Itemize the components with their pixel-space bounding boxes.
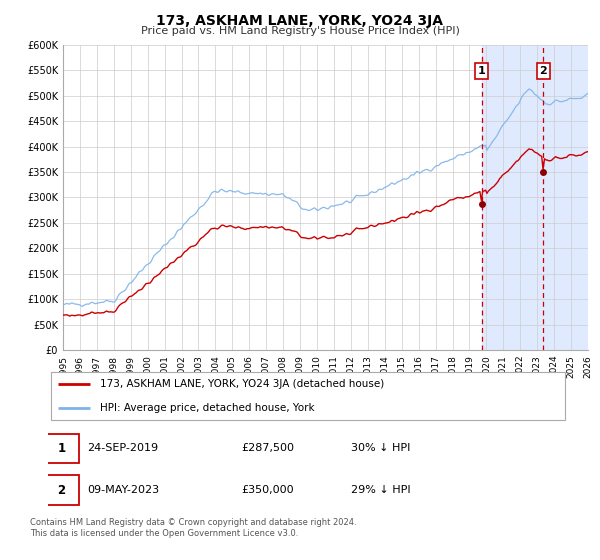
Text: HPI: Average price, detached house, York: HPI: Average price, detached house, York — [100, 403, 315, 413]
Text: 173, ASKHAM LANE, YORK, YO24 3JA (detached house): 173, ASKHAM LANE, YORK, YO24 3JA (detach… — [100, 379, 385, 389]
Text: Price paid vs. HM Land Registry's House Price Index (HPI): Price paid vs. HM Land Registry's House … — [140, 26, 460, 36]
Text: 09-MAY-2023: 09-MAY-2023 — [87, 485, 159, 495]
Text: 1: 1 — [58, 442, 65, 455]
Text: Contains HM Land Registry data © Crown copyright and database right 2024.: Contains HM Land Registry data © Crown c… — [30, 518, 356, 527]
FancyBboxPatch shape — [44, 434, 79, 463]
Bar — [482, 45, 588, 350]
Text: 173, ASKHAM LANE, YORK, YO24 3JA: 173, ASKHAM LANE, YORK, YO24 3JA — [157, 14, 443, 28]
Text: 29% ↓ HPI: 29% ↓ HPI — [351, 485, 410, 495]
Text: £287,500: £287,500 — [241, 444, 294, 454]
Text: 2: 2 — [58, 483, 65, 497]
Text: 30% ↓ HPI: 30% ↓ HPI — [351, 444, 410, 454]
Text: £350,000: £350,000 — [241, 485, 294, 495]
Text: This data is licensed under the Open Government Licence v3.0.: This data is licensed under the Open Gov… — [30, 529, 298, 538]
Text: 2: 2 — [539, 66, 547, 76]
FancyBboxPatch shape — [44, 475, 79, 505]
FancyBboxPatch shape — [50, 372, 565, 420]
Text: 24-SEP-2019: 24-SEP-2019 — [87, 444, 158, 454]
Text: 1: 1 — [478, 66, 485, 76]
